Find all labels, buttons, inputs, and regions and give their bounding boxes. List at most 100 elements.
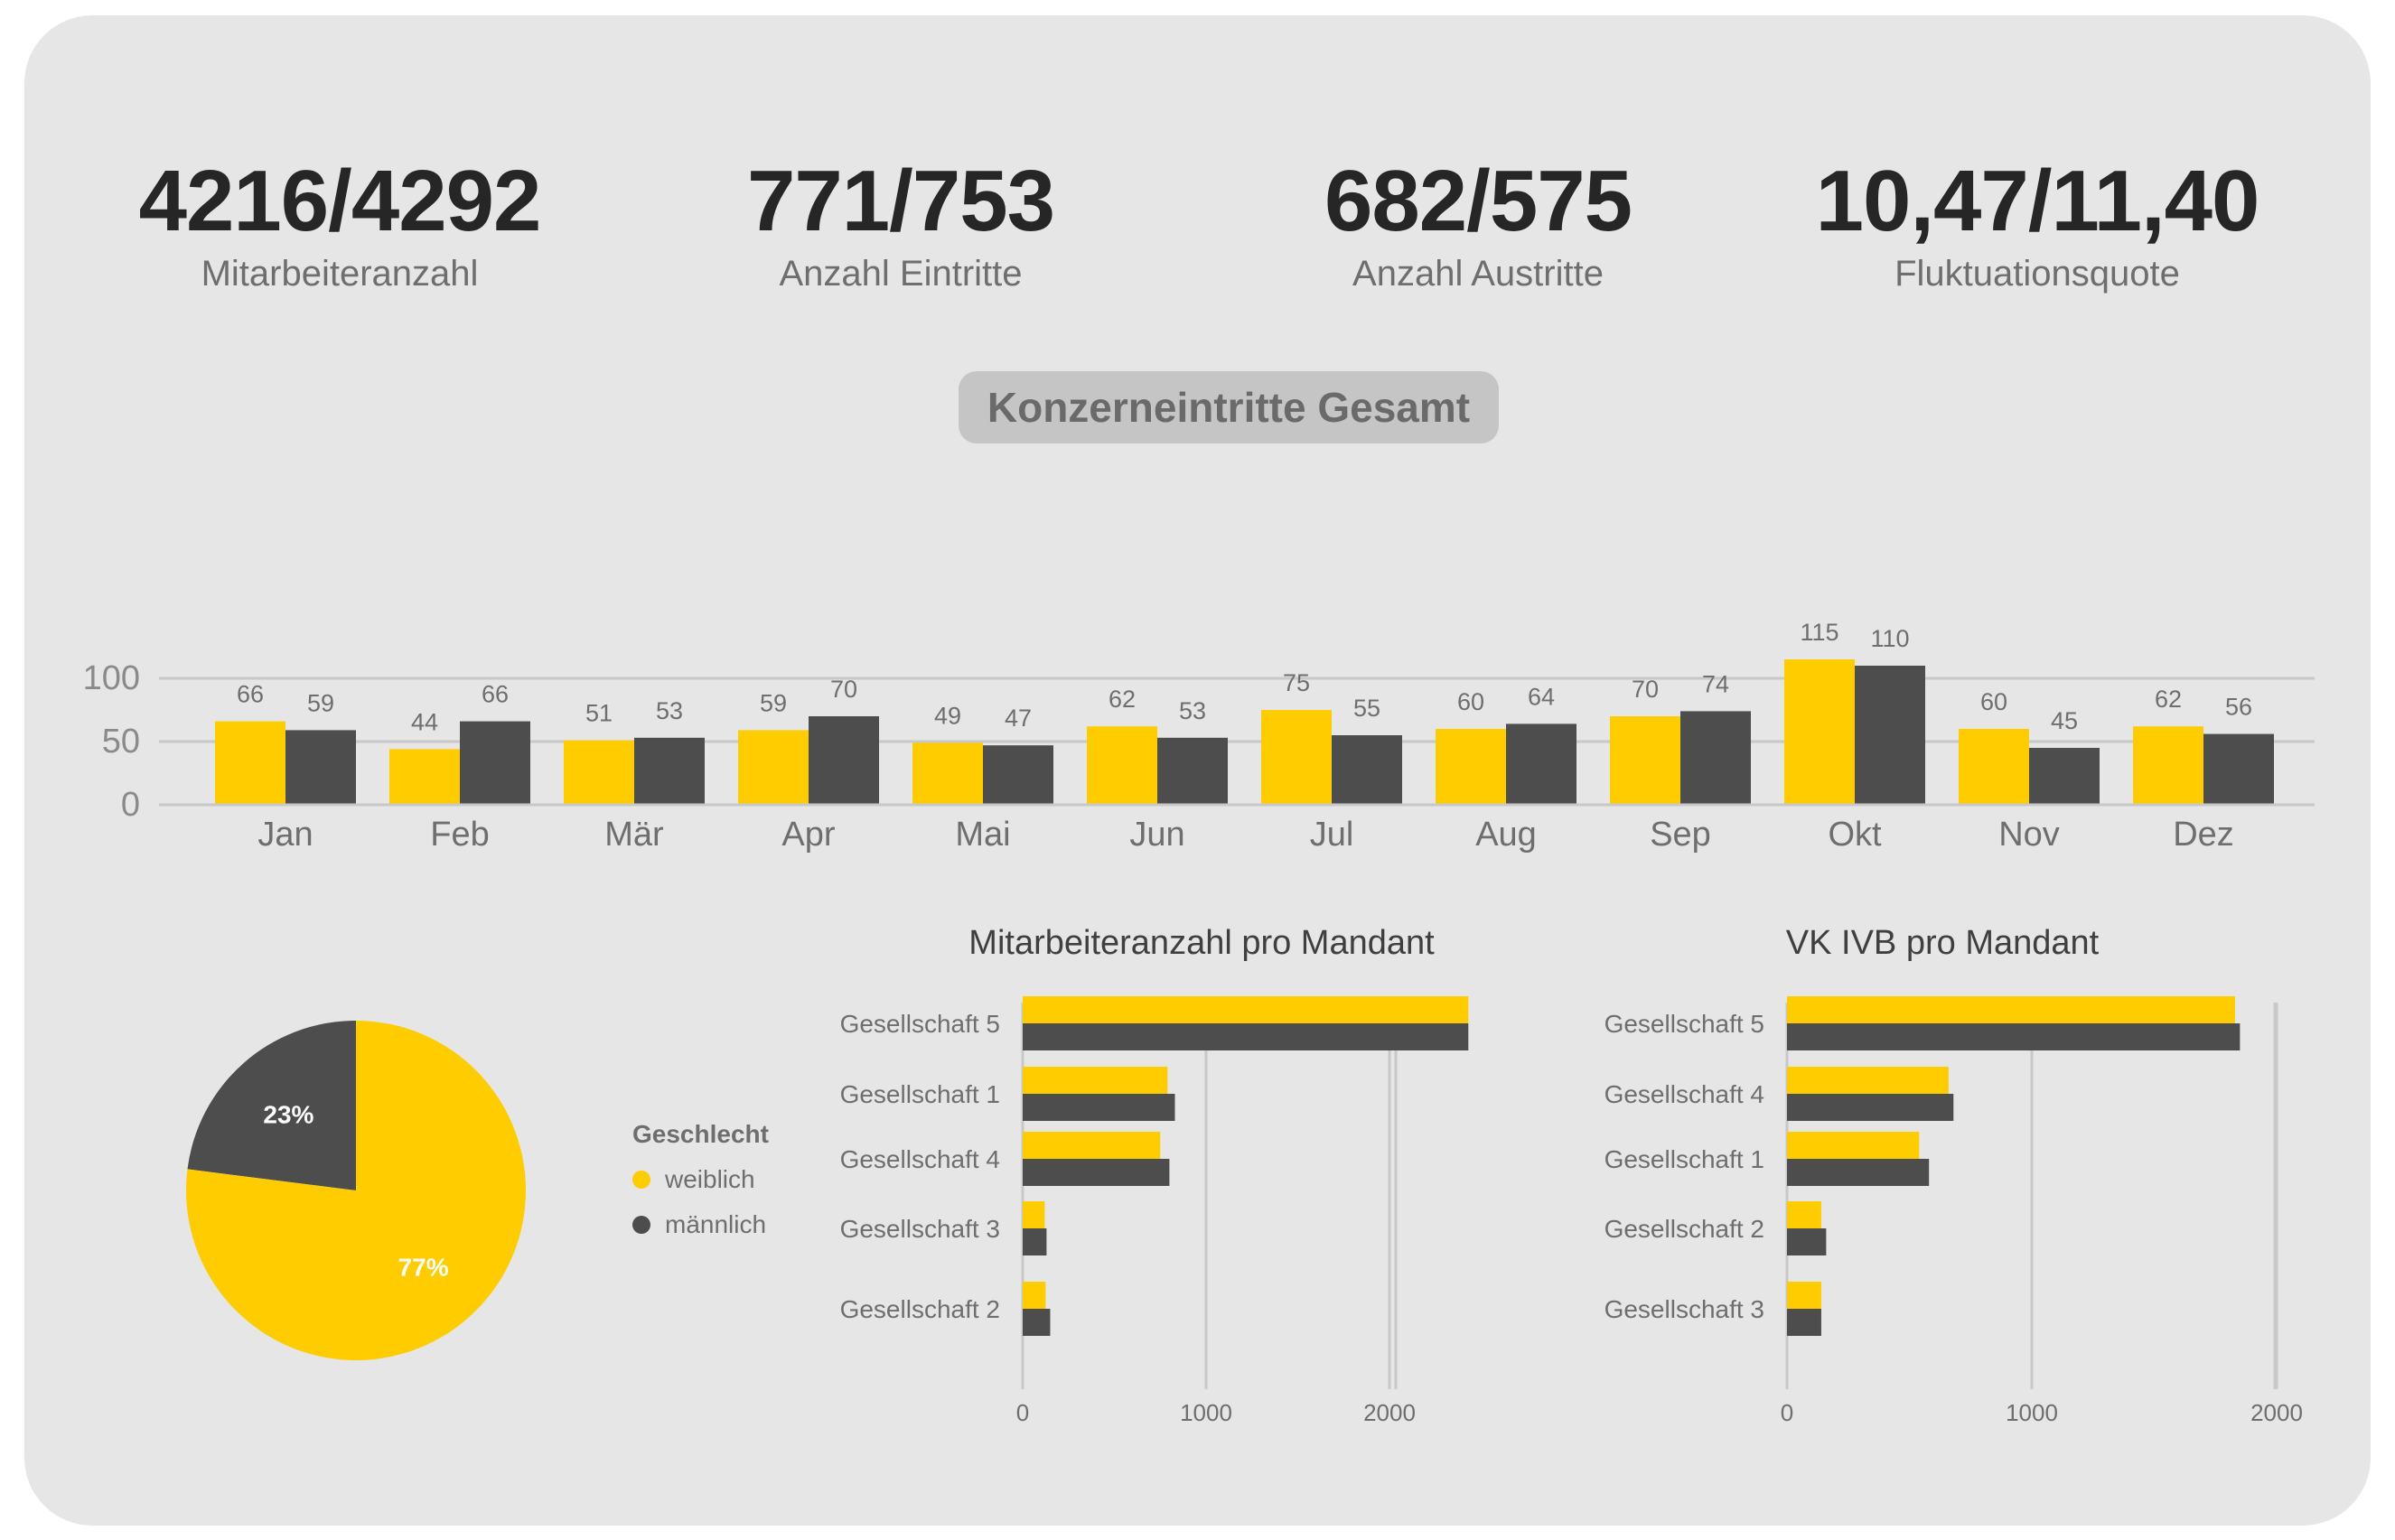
bar-male [1023,1094,1175,1121]
bar-female [1787,1132,1920,1159]
y-tick-label: 0 [121,786,140,824]
x-tick-label: Sep [1650,816,1711,854]
bar-female [1787,996,2235,1023]
bar-male [1023,1023,1469,1050]
bar-male [1855,666,1925,805]
kpi-turnover: 10,47/11,40 Fluktuationsquote [1748,152,2326,296]
kpi-value: 682/575 [1324,153,1633,249]
x-tick-label: Jun [1129,816,1184,854]
data-label: 59 [760,689,787,716]
bar-female [1023,996,1469,1023]
x-tick-label: 1000 [2006,1399,2058,1426]
x-tick-label: Apr [781,816,835,854]
pie-label-male: 23% [263,1100,313,1128]
bar-female [912,742,983,805]
y-category-label: Gesellschaft 1 [840,1080,1000,1108]
bar-male [285,730,356,805]
legend-label: männlich [665,1210,767,1238]
y-tick-label: 100 [83,659,140,697]
x-tick-label: 2000 [1363,1399,1416,1426]
y-category-label: Gesellschaft 3 [1604,1295,1764,1323]
bar-male [1787,1094,1954,1121]
x-tick-label: Nov [1998,816,2060,854]
x-tick-label: Mai [955,816,1010,854]
bar-male [1023,1228,1047,1255]
x-tick-label: Feb [430,816,489,854]
x-tick-label: Dez [2173,816,2234,854]
kpi-label: Mitarbeiteranzahl [201,254,479,294]
y-category-label: Gesellschaft 4 [1604,1080,1764,1108]
y-category-label: Gesellschaft 4 [840,1145,1000,1173]
kpi-label: Anzahl Eintritte [779,254,1023,294]
x-tick-label: Aug [1475,816,1537,854]
bar-male [1787,1309,1821,1336]
bar-female [1436,729,1506,805]
bar-female [1023,1132,1161,1159]
bar-male [1680,711,1751,805]
bar-male [460,721,530,805]
bar-female [1023,1067,1168,1094]
data-label: 44 [411,708,438,735]
bar-female [1261,710,1332,805]
bar-female [2133,726,2203,805]
data-label: 66 [237,681,264,708]
kpi-label: Fluktuationsquote [1894,254,2180,294]
data-label: 55 [1353,695,1380,722]
male-dot-icon [632,1216,650,1234]
x-tick-label: Jul [1310,816,1354,854]
x-tick-label: 2000 [2250,1399,2303,1426]
data-label: 60 [1457,688,1484,715]
data-label: 49 [934,702,961,729]
data-label: 74 [1702,670,1729,697]
bar-female [1610,716,1680,805]
bar-female [1787,1201,1821,1228]
kpi-value: 10,47/11,40 [1815,153,2260,249]
monthly-chart-title: Konzerneintritte Gesamt [959,371,1499,443]
y-category-label: Gesellschaft 5 [1604,1010,1764,1038]
bar-female [1023,1282,1046,1309]
kpi-exits: 682/575 Anzahl Austritte [1189,152,1767,296]
kpi-value: 4216/4292 [138,153,542,249]
x-tick-label: Okt [1828,816,1882,854]
y-tick-label: 50 [102,723,140,761]
bar-female [564,740,634,805]
bar-female [1787,1067,1949,1094]
x-tick-label: 0 [1781,1399,1793,1426]
legend-item-male: männlich [632,1210,769,1239]
x-tick-label: Mär [604,816,664,854]
data-label: 62 [1109,686,1136,713]
kpi-entries: 771/753 Anzahl Eintritte [612,152,1190,296]
data-label: 53 [1179,697,1206,724]
pie-slice-male [187,1021,356,1190]
bar-male [1023,1309,1051,1336]
data-label: 115 [1800,619,1838,646]
data-label: 59 [307,689,334,716]
data-label: 66 [482,681,509,708]
pie-slice-female [185,1021,526,1360]
y-category-label: Gesellschaft 2 [1604,1215,1764,1243]
data-label: 70 [1632,676,1659,703]
bar-male [1023,1159,1170,1186]
x-tick-label: 0 [1016,1399,1029,1426]
bar-male [634,737,705,805]
bar-male [1787,1023,2241,1050]
vk-chart-title: VK IVB pro Mandant [1785,924,2100,962]
kpi-employees: 4216/4292 Mitarbeiteranzahl [51,152,629,296]
y-category-label: Gesellschaft 5 [840,1010,1000,1038]
data-label: 62 [2155,686,2182,713]
bar-female [1087,726,1157,805]
data-label: 51 [585,700,613,727]
bar-male [1157,737,1228,805]
data-label: 60 [1980,688,2007,715]
bar-male [809,716,879,805]
y-category-label: Gesellschaft 3 [840,1215,1000,1243]
bar-female [215,721,285,805]
data-label: 45 [2051,707,2078,734]
kpi-value: 771/753 [746,153,1055,249]
employees-chart-title: Mitarbeiteranzahl pro Mandant [968,924,1435,962]
data-label: 53 [656,697,683,724]
bar-female [389,749,460,805]
pie-label-female: 77% [398,1254,449,1282]
legend-title: Geschlecht [632,1120,769,1148]
